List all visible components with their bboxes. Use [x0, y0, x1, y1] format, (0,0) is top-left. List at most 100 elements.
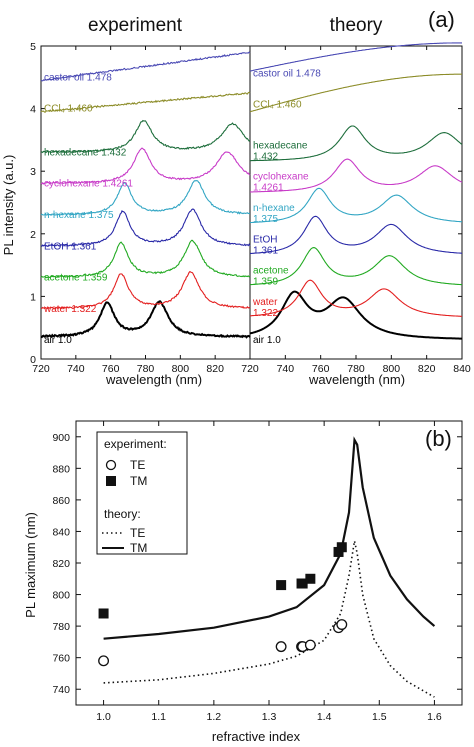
label-exp-n-hexane: n-hexane 1.375 — [44, 210, 114, 221]
spectrum-exp-etoh — [40, 208, 251, 248]
spectrum-exp-water — [40, 270, 251, 310]
panel-a-xlabel-left: wavelength (nm) — [105, 372, 202, 387]
label-exp-acetone: acetone 1.359 — [44, 273, 108, 284]
panel-b-ylabel: PL maximum (nm) — [23, 512, 38, 618]
legend-exp-te-label: TE — [130, 458, 145, 472]
label-th-value-cyclohexane: 1.4261 — [253, 183, 284, 194]
panel-a-frame — [40, 45, 463, 360]
panel-a: experiment theory (a) 0 1 2 3 4 5 720 740 760 780… — [1, 7, 471, 387]
panel-a-xtick-label: 760 — [312, 363, 330, 375]
panel-a-ytick-label: 3 — [30, 166, 36, 178]
label-th-value-water: 1.322 — [253, 308, 278, 319]
experiment-tm-point — [336, 542, 347, 553]
legend-experiment-title: experiment: — [104, 437, 167, 451]
spectrum-th-air — [249, 290, 462, 340]
panel-b-ytick-label: 820 — [52, 558, 70, 570]
spectrum-exp-air — [40, 300, 251, 339]
legend-theory-te-label: TE — [130, 526, 145, 540]
panel-a-xtick-label: 820 — [206, 363, 224, 375]
panel-b-letter: (b) — [425, 426, 452, 451]
experiment-tm-point — [305, 573, 316, 584]
label-exp-cyclohexane: cyclohexane 1.4261 — [44, 179, 133, 190]
experiment-te-point — [98, 655, 110, 667]
experiment-tm-point — [297, 578, 308, 589]
panel-a-xtick-label: 720 — [32, 363, 50, 375]
panel-b-xtick-label: 1.6 — [427, 711, 442, 723]
panel-a-ytick-label: 2 — [30, 229, 36, 241]
theory-tm-curve — [103, 436, 436, 640]
label-th-water: water — [252, 297, 278, 308]
label-th-n-hexane: n-hexane — [253, 203, 295, 214]
panel-a-xtick-label: 740 — [277, 363, 295, 375]
panel-a-xtick-label: 760 — [102, 363, 120, 375]
legend-theory-tm-label: TM — [130, 541, 147, 555]
panel-a-xtick-label: 820 — [418, 363, 436, 375]
spectrum-th-etoh — [249, 215, 463, 255]
panel-a-ytick-label: 4 — [30, 104, 36, 116]
panel-b-ytick-label: 860 — [52, 495, 70, 507]
spectrum-exp-n-hexane — [40, 180, 251, 216]
panel-a-xtick-label: 780 — [137, 363, 155, 375]
label-th-value-n-hexane: 1.375 — [253, 214, 278, 225]
label-th-castor-oil: castor oil 1.478 — [253, 68, 321, 79]
legend-theory-title: theory: — [104, 507, 141, 521]
legend-te-circle-marker — [105, 459, 117, 471]
panel-b-ytick-label: 740 — [52, 684, 70, 696]
label-exp-ccl4: CCl₄ 1.460 — [44, 104, 93, 115]
panel-a-xlabel-right: wavelength (nm) — [308, 372, 405, 387]
panel-b: 1.0 1.1 1.2 1.3 1.4 1.5 1.6 740 760 780 800 820 840 8… — [23, 420, 463, 744]
experiment-tm-point — [276, 580, 287, 591]
experiment-te-point — [336, 619, 348, 630]
spectrum-exp-castor-oil — [40, 51, 251, 82]
panel-b-ytick-label: 900 — [52, 432, 70, 444]
spectrum-exp-cyclohexane — [40, 147, 251, 185]
spectrum-th-castor-oil — [249, 42, 462, 72]
panel-b-ytick-label: 880 — [52, 463, 70, 475]
panel-b-xlabel: refractive index — [212, 729, 301, 744]
panel-a-xtick-label: 720 — [241, 363, 259, 375]
label-exp-etoh: EtOH 1.361 — [44, 241, 97, 252]
spectrum-th-acetone — [249, 247, 463, 286]
panel-b-xtick-label: 1.2 — [207, 711, 222, 723]
label-exp-castor-oil: castor oil 1.478 — [44, 72, 112, 83]
panel-a-xtick-label: 740 — [67, 363, 85, 375]
panel-b-xtick-label: 1.4 — [317, 711, 332, 723]
label-th-value-acetone: 1.359 — [253, 277, 278, 288]
label-th-air: air 1.0 — [253, 335, 281, 346]
panel-a-title-theory: theory — [330, 15, 383, 36]
spectrum-exp-hexadecane — [40, 119, 251, 154]
spectrum-th-hexadecane — [250, 125, 463, 162]
spectrum-exp-acetone — [40, 239, 251, 279]
panel-a-ytick-label: 1 — [30, 291, 36, 303]
label-th-hexadecane: hexadecane — [253, 140, 308, 151]
panel-b-xtick-label: 1.0 — [96, 711, 111, 723]
panel-b-ytick-label: 780 — [52, 621, 70, 633]
label-exp-water: water 1.322 — [43, 304, 97, 315]
panel-a-ylabel: PL intensity (a.u.) — [1, 155, 16, 256]
experiment-te-point — [304, 639, 316, 651]
panel-b-legend: experiment: TE TM theory: TE TM — [96, 431, 188, 555]
experiment-tm-point — [98, 608, 109, 619]
spectrum-th-water — [250, 279, 462, 317]
panel-b-xtick-label: 1.1 — [151, 711, 166, 723]
panel-b-xtick-label: 1.3 — [262, 711, 277, 723]
panel-b-ytick-label: 800 — [52, 590, 70, 602]
panel-a-letter: (a) — [428, 7, 455, 32]
spectrum-th-cyclohexane — [250, 158, 463, 193]
panel-a-xtick-label: 800 — [383, 363, 401, 375]
panel-b-xtick-label: 1.5 — [372, 711, 387, 723]
panel-a-ytick-label: 0 — [30, 354, 36, 366]
spectrum-th-ccl4 — [249, 73, 462, 113]
experiment-te-point — [275, 641, 287, 653]
panel-a-ytick-label: 5 — [30, 41, 36, 53]
panel-b-ytick-label: 760 — [52, 653, 70, 665]
legend-tm-square-marker — [106, 476, 116, 486]
panel-a-title-experiment: experiment — [88, 15, 183, 36]
label-th-ccl4: CCl₄ 1.460 — [253, 100, 302, 111]
panel-b-ytick-label: 840 — [52, 526, 70, 538]
panel-a-xtick-label: 840 — [453, 363, 471, 375]
panel-a-xtick-label: 780 — [347, 363, 365, 375]
label-th-cyclohexane: cyclohexane — [253, 172, 309, 183]
spectrum-th-n-hexane — [250, 187, 463, 224]
